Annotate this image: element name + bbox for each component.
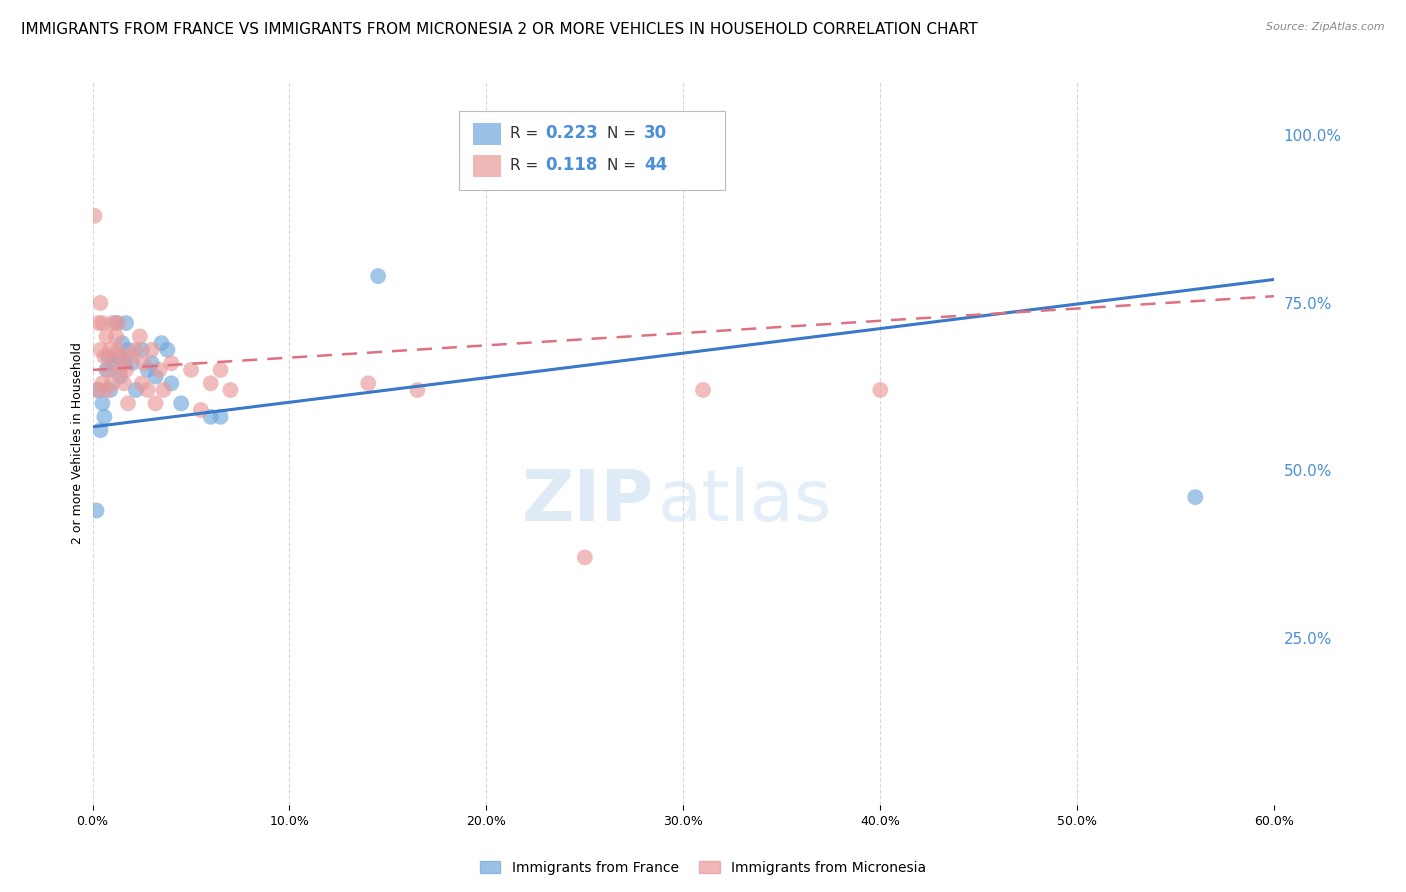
Point <box>200 376 222 391</box>
Text: IMMIGRANTS FROM FRANCE VS IMMIGRANTS FROM MICRONESIA 2 OR MORE VEHICLES IN HOUSE: IMMIGRANTS FROM FRANCE VS IMMIGRANTS FRO… <box>21 22 977 37</box>
Point <box>107 343 129 357</box>
Point <box>219 383 242 397</box>
Point <box>148 363 170 377</box>
Point <box>97 363 120 377</box>
Point <box>145 369 167 384</box>
Point <box>367 269 389 284</box>
Point <box>141 343 163 357</box>
Point <box>96 363 118 377</box>
Point <box>98 383 121 397</box>
Point <box>97 350 120 364</box>
Text: N =: N = <box>606 158 640 172</box>
Text: 44: 44 <box>644 156 668 174</box>
FancyBboxPatch shape <box>472 155 502 177</box>
Point <box>83 209 105 223</box>
Point <box>91 316 114 330</box>
Point <box>101 316 124 330</box>
Point <box>150 336 173 351</box>
Text: R =: R = <box>509 158 543 172</box>
Point <box>107 316 129 330</box>
Point <box>145 396 167 410</box>
Text: R =: R = <box>509 126 543 141</box>
Point <box>93 350 115 364</box>
Text: ZIP: ZIP <box>522 467 654 536</box>
Point <box>112 376 135 391</box>
Point <box>112 356 135 370</box>
Text: N =: N = <box>606 126 640 141</box>
Point <box>86 383 108 397</box>
Point <box>108 363 131 377</box>
Point <box>86 503 108 517</box>
Point <box>132 356 155 370</box>
Point <box>136 383 159 397</box>
Point <box>1184 490 1206 504</box>
Y-axis label: 2 or more Vehicles in Household: 2 or more Vehicles in Household <box>72 343 84 544</box>
Point <box>125 343 148 357</box>
Text: 0.223: 0.223 <box>546 124 598 142</box>
Point <box>180 363 202 377</box>
Point <box>96 329 118 343</box>
Point <box>117 396 139 410</box>
Point <box>121 350 143 364</box>
Point <box>98 343 121 357</box>
Point <box>869 383 891 397</box>
Point <box>93 409 115 424</box>
Point <box>89 296 111 310</box>
Point <box>574 550 596 565</box>
Point <box>357 376 380 391</box>
Point <box>209 409 232 424</box>
Point <box>89 423 111 437</box>
Point <box>160 356 183 370</box>
Point <box>160 376 183 391</box>
Point <box>115 363 138 377</box>
Point <box>107 350 129 364</box>
Point <box>103 350 125 364</box>
Point <box>101 376 124 391</box>
Point <box>131 343 153 357</box>
Point <box>170 396 193 410</box>
Point <box>105 329 128 343</box>
Text: 30: 30 <box>644 124 668 142</box>
Point <box>125 383 148 397</box>
FancyBboxPatch shape <box>472 123 502 145</box>
Text: Source: ZipAtlas.com: Source: ZipAtlas.com <box>1267 22 1385 32</box>
Point <box>128 329 150 343</box>
Point <box>91 376 114 391</box>
Point <box>141 356 163 370</box>
Point <box>152 383 174 397</box>
Legend: Immigrants from France, Immigrants from Micronesia: Immigrants from France, Immigrants from … <box>474 855 932 880</box>
Text: atlas: atlas <box>658 467 832 536</box>
Point <box>406 383 429 397</box>
Point <box>101 356 124 370</box>
Point <box>209 363 232 377</box>
Point <box>136 363 159 377</box>
FancyBboxPatch shape <box>458 111 724 190</box>
Text: 0.118: 0.118 <box>546 156 598 174</box>
Point <box>156 343 179 357</box>
Point <box>121 356 143 370</box>
Point <box>87 316 110 330</box>
Point <box>200 409 222 424</box>
Point <box>91 396 114 410</box>
Point <box>115 316 138 330</box>
Point <box>190 403 212 417</box>
Point <box>96 383 118 397</box>
Point <box>87 383 110 397</box>
Point <box>131 376 153 391</box>
Point <box>117 343 139 357</box>
Point <box>111 350 134 364</box>
Point <box>89 343 111 357</box>
Point <box>111 336 134 351</box>
Point <box>108 369 131 384</box>
Point <box>105 316 128 330</box>
Point <box>692 383 714 397</box>
